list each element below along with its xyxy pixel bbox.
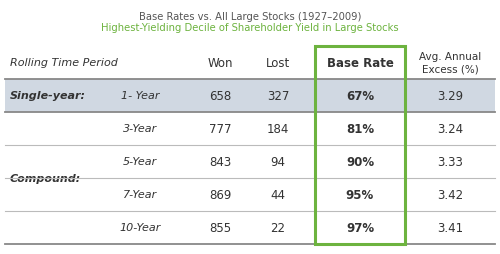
Text: 81%: 81% — [346, 122, 374, 135]
Text: 327: 327 — [267, 90, 289, 103]
Text: 777: 777 — [209, 122, 231, 135]
Text: 7-Year: 7-Year — [123, 190, 157, 200]
Text: 10-Year: 10-Year — [120, 223, 160, 233]
Text: 1- Year: 1- Year — [121, 91, 159, 101]
Text: 3-Year: 3-Year — [123, 124, 157, 134]
Text: 5-Year: 5-Year — [123, 157, 157, 167]
Text: 843: 843 — [209, 155, 231, 168]
Text: Base Rates vs. All Large Stocks (1927–2009): Base Rates vs. All Large Stocks (1927–20… — [139, 12, 361, 22]
Bar — [5, 146, 495, 178]
Text: 3.24: 3.24 — [437, 122, 463, 135]
Text: 855: 855 — [209, 221, 231, 234]
Bar — [5, 113, 495, 146]
Text: 95%: 95% — [346, 188, 374, 201]
Text: 869: 869 — [209, 188, 231, 201]
Text: 3.33: 3.33 — [437, 155, 463, 168]
Text: Rolling Time Period: Rolling Time Period — [10, 58, 118, 68]
Text: 44: 44 — [270, 188, 285, 201]
Text: 22: 22 — [270, 221, 285, 234]
Text: 67%: 67% — [346, 90, 374, 103]
Bar — [5, 80, 495, 113]
Bar — [5, 178, 495, 211]
Text: Highest-Yielding Decile of Shareholder Yield in Large Stocks: Highest-Yielding Decile of Shareholder Y… — [101, 23, 399, 33]
Bar — [5, 47, 495, 80]
Text: 3.42: 3.42 — [437, 188, 463, 201]
Bar — [5, 211, 495, 244]
Text: 658: 658 — [209, 90, 231, 103]
Text: Base Rate: Base Rate — [326, 57, 394, 70]
Text: Lost: Lost — [266, 57, 290, 70]
Text: 3.29: 3.29 — [437, 90, 463, 103]
Text: 97%: 97% — [346, 221, 374, 234]
Text: 184: 184 — [267, 122, 289, 135]
Text: Single-year:: Single-year: — [10, 91, 86, 101]
Text: 90%: 90% — [346, 155, 374, 168]
Text: 94: 94 — [270, 155, 285, 168]
Text: 3.41: 3.41 — [437, 221, 463, 234]
Text: Won: Won — [208, 57, 233, 70]
Text: Avg. Annual
Excess (%): Avg. Annual Excess (%) — [419, 52, 481, 74]
Text: Compound:: Compound: — [10, 173, 81, 183]
Bar — [315, 47, 405, 244]
